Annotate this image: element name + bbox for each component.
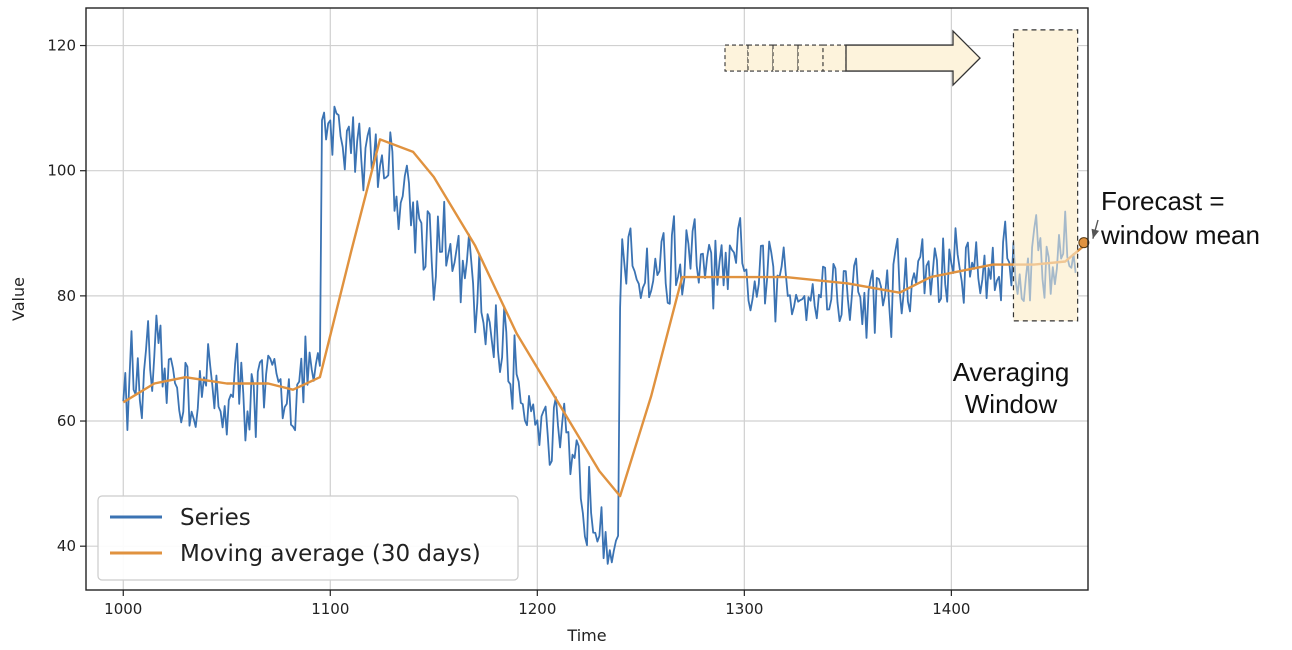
window-trail-box bbox=[822, 44, 847, 72]
forecast-label-line2: window mean bbox=[1100, 220, 1260, 250]
plot-frame bbox=[85, 7, 1089, 591]
forecast-label-line1: Forecast = bbox=[1101, 186, 1225, 216]
window-trail-box bbox=[797, 44, 824, 72]
series-line bbox=[122, 105, 1077, 565]
legend-box bbox=[97, 495, 519, 581]
x-tick-label: 1200 bbox=[518, 600, 556, 618]
legend-label-moving-average: Moving average (30 days) bbox=[180, 541, 481, 567]
y-tick-label: 40 bbox=[57, 537, 76, 555]
overlay-layer bbox=[1012, 29, 1100, 322]
y-axis-label: Value bbox=[9, 277, 28, 321]
averaging-window-label-line2: Window bbox=[965, 389, 1058, 419]
x-tick-label: 1100 bbox=[311, 600, 349, 618]
forecast-pointer-arrowhead bbox=[1091, 228, 1100, 239]
window-trail-box bbox=[772, 44, 799, 72]
tick-layer: 1000 1100 1200 1300 1400 40 60 80 100 120 bbox=[47, 37, 970, 618]
x-axis-label: Time bbox=[566, 626, 606, 645]
series-layer bbox=[122, 105, 1085, 565]
legend: Series Moving average (30 days) bbox=[97, 495, 519, 581]
window-trail-box bbox=[747, 44, 774, 72]
y-tick-label: 100 bbox=[47, 162, 76, 180]
legend-label-series: Series bbox=[180, 505, 251, 531]
moving-average-line bbox=[122, 138, 1085, 498]
averaging-window-frame bbox=[1012, 29, 1079, 322]
averaging-window-label-line1: Averaging bbox=[953, 357, 1070, 387]
y-tick-label: 80 bbox=[57, 287, 76, 305]
plot-area bbox=[86, 8, 1088, 590]
forecast-point bbox=[1078, 237, 1090, 249]
y-tick-label: 120 bbox=[47, 37, 76, 55]
window-trail-box bbox=[724, 44, 749, 72]
x-tick-label: 1000 bbox=[104, 600, 142, 618]
slide-arrow bbox=[845, 29, 981, 87]
y-tick-label: 60 bbox=[57, 412, 76, 430]
x-tick-label: 1300 bbox=[725, 600, 763, 618]
x-tick-label: 1400 bbox=[932, 600, 970, 618]
